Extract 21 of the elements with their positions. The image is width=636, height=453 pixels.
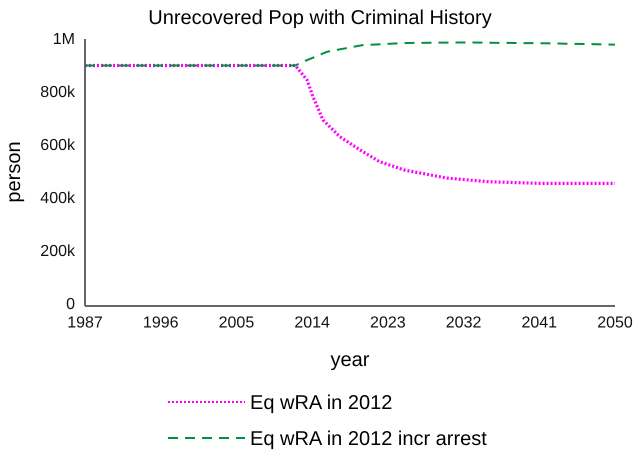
legend-label: Eq wRA in 2012 incr arrest xyxy=(250,428,488,450)
x-tick-label: 2005 xyxy=(218,314,254,332)
y-tick-label: 600k xyxy=(40,137,76,154)
x-tick-label: 2014 xyxy=(294,314,330,332)
x-tick-label: 2032 xyxy=(446,314,482,332)
y-axis-title: person xyxy=(3,141,25,203)
x-tick-label: 2023 xyxy=(370,314,406,332)
y-tick-label: 0 xyxy=(66,296,76,313)
y-tick-label: 1M xyxy=(52,31,75,48)
y-tick-label: 800k xyxy=(40,84,76,102)
x-tick-label: 2041 xyxy=(521,314,558,332)
x-tick-label: 1987 xyxy=(67,314,103,332)
legend-label: Eq wRA in 2012 xyxy=(250,392,392,414)
x-tick-label: 2050 xyxy=(597,314,633,332)
line-series xyxy=(83,64,617,185)
y-tick-label: 200k xyxy=(40,243,76,260)
chart-title: Unrecovered Pop with Criminal History xyxy=(148,7,492,29)
y-tick-label: 400k xyxy=(40,190,76,208)
x-tick-label: 1996 xyxy=(142,314,179,332)
line-series xyxy=(84,41,616,66)
x-axis-title: year xyxy=(330,349,370,371)
